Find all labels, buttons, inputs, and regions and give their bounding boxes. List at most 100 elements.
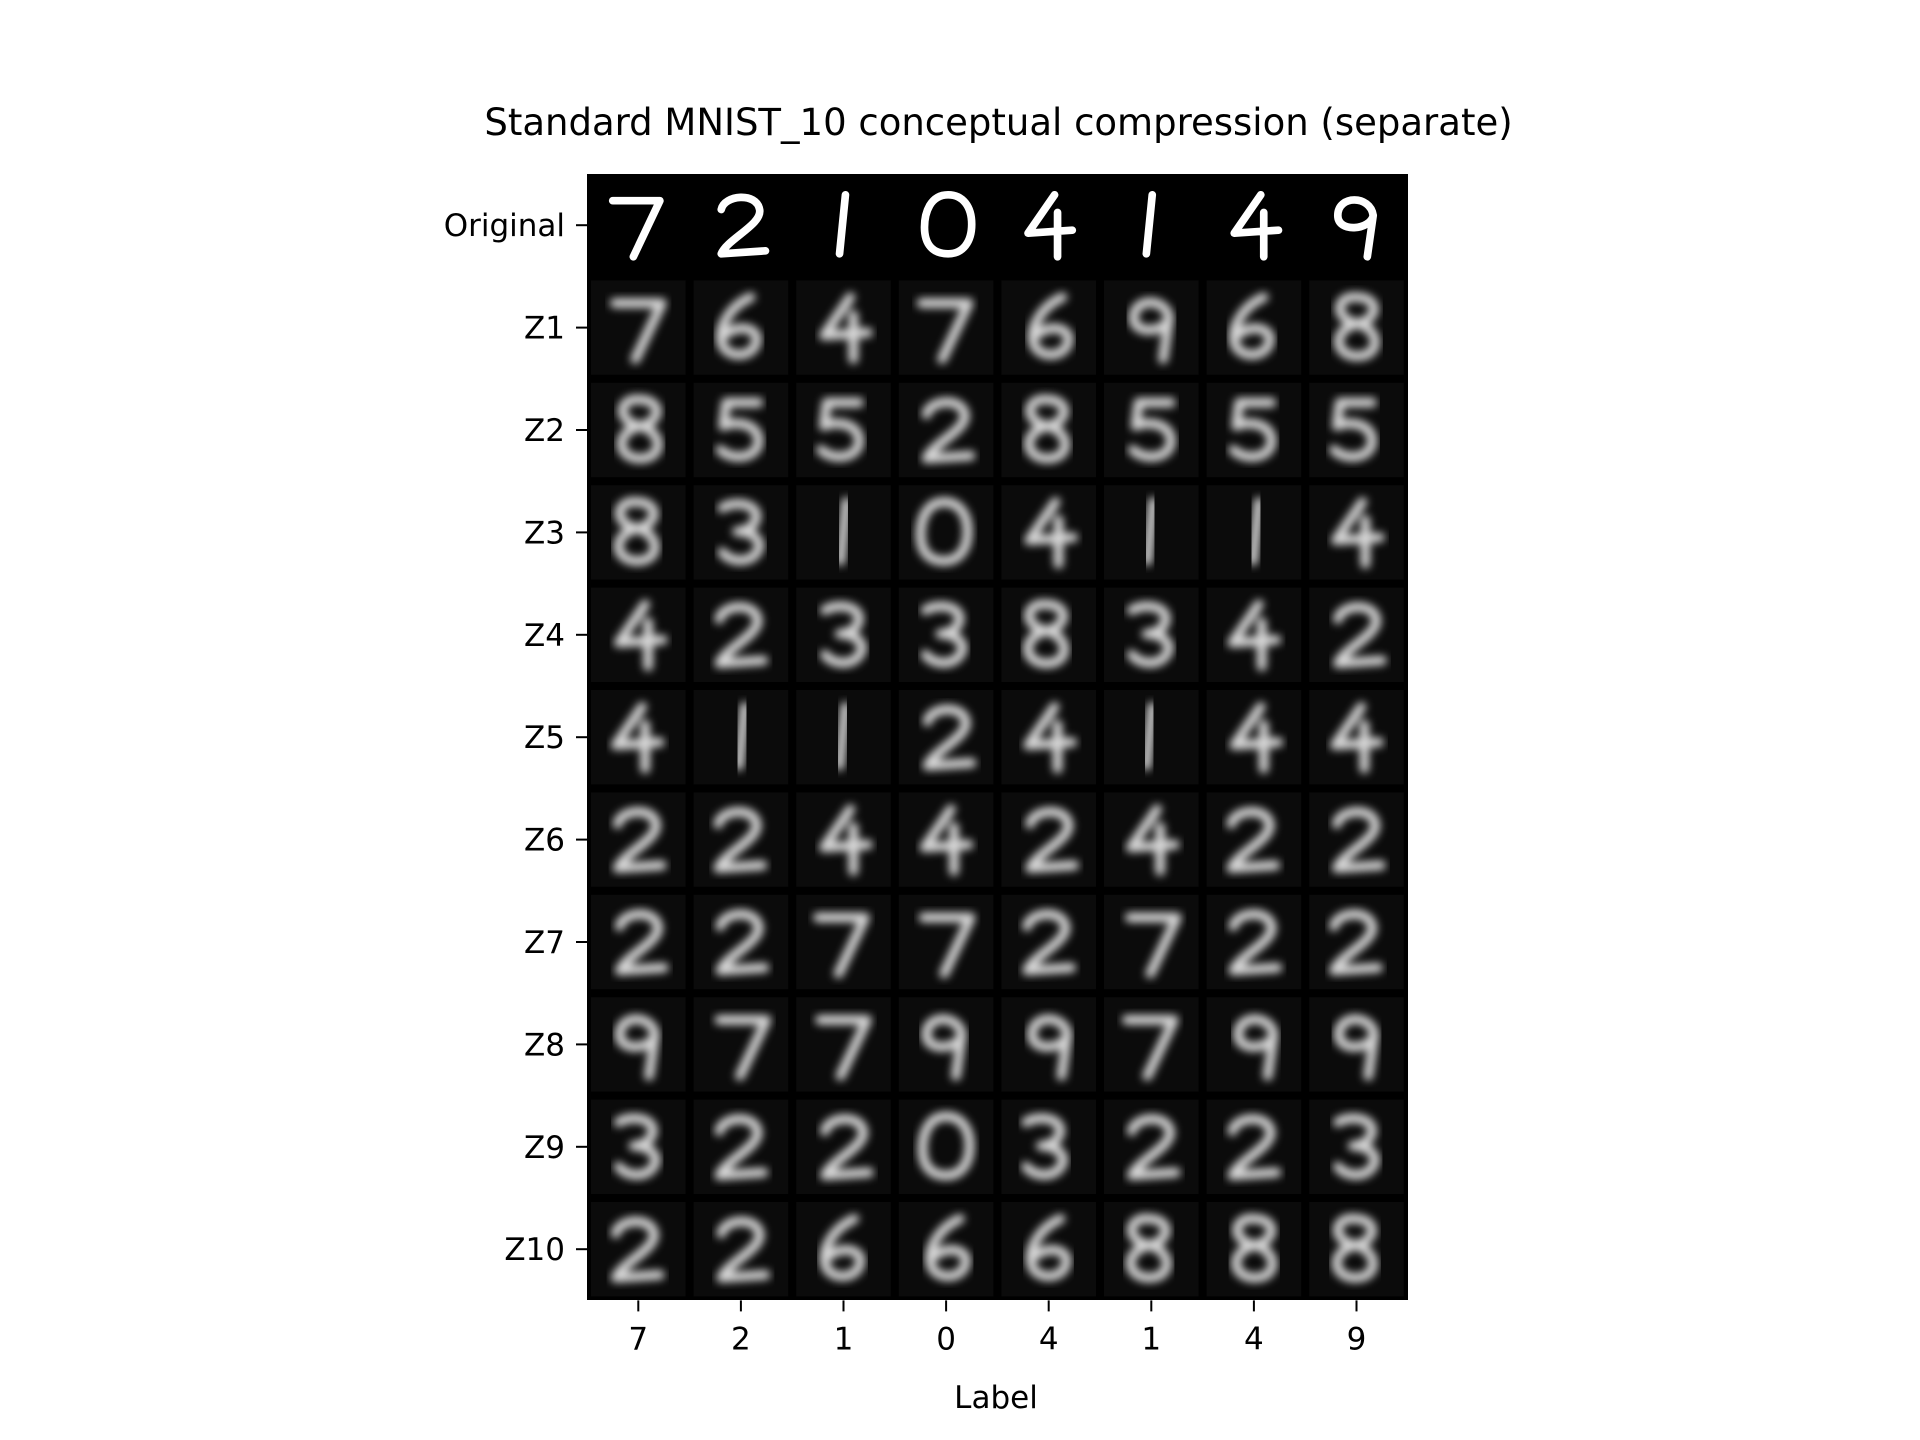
image-cell xyxy=(1104,690,1199,785)
image-cell xyxy=(1104,894,1199,990)
image-cell xyxy=(1001,382,1096,478)
image-cell xyxy=(1001,894,1096,990)
image-cell xyxy=(1206,382,1302,478)
image-cell xyxy=(898,894,994,990)
image-cell xyxy=(1206,894,1302,990)
y-tick-label: Z4 xyxy=(524,618,565,654)
x-tick-label: 4 xyxy=(1039,1321,1059,1357)
image-cell xyxy=(591,690,686,785)
image-cell xyxy=(693,1099,789,1194)
image-cell xyxy=(693,280,789,375)
image-cell xyxy=(1206,1099,1302,1194)
image-cell xyxy=(796,894,891,990)
image-cell xyxy=(1104,280,1199,375)
image-cell xyxy=(591,1202,686,1297)
y-tick-label: Original xyxy=(444,208,565,244)
image-cell xyxy=(796,792,891,887)
image-cell xyxy=(796,280,891,375)
image-cell xyxy=(591,1099,686,1194)
image-cell xyxy=(1206,485,1302,580)
image-cell xyxy=(693,1202,789,1297)
image-cell xyxy=(898,1202,994,1297)
image-cell xyxy=(1104,178,1199,273)
image-cell xyxy=(591,587,686,682)
image-cell xyxy=(796,1202,891,1297)
image-cell xyxy=(1001,178,1096,273)
y-tick-label: Z2 xyxy=(524,413,565,449)
image-cell xyxy=(1104,997,1199,1092)
image-cell xyxy=(1309,1099,1404,1194)
image-cell xyxy=(1104,587,1199,682)
image-cell xyxy=(796,587,891,682)
image-cell xyxy=(1309,178,1404,273)
x-tick-label: 4 xyxy=(1244,1321,1264,1357)
image-cell xyxy=(1309,894,1404,990)
image-cell xyxy=(1206,792,1302,887)
image-cell xyxy=(1309,587,1404,682)
x-tick-label: 0 xyxy=(936,1321,956,1357)
x-tick-label: 1 xyxy=(834,1321,854,1357)
image-cell xyxy=(591,485,686,580)
image-cell xyxy=(693,485,789,580)
image-cell xyxy=(1309,792,1404,887)
image-cell xyxy=(1206,690,1302,785)
image-cell xyxy=(591,894,686,990)
x-tick-label: 2 xyxy=(731,1321,751,1357)
image-cell xyxy=(898,1099,994,1194)
image-cell xyxy=(898,792,994,887)
image-cell xyxy=(1206,1202,1302,1297)
image-cell xyxy=(693,382,789,478)
x-tick-label: 7 xyxy=(628,1321,648,1357)
image-cell xyxy=(796,690,891,785)
x-axis-label: Label xyxy=(954,1380,1038,1416)
image-cell xyxy=(1309,1202,1404,1297)
image-cell xyxy=(1309,690,1404,785)
image-cell xyxy=(591,997,686,1092)
image-cell xyxy=(1206,280,1302,375)
image-cell xyxy=(898,997,994,1092)
image-cell xyxy=(1001,1202,1096,1297)
image-cell xyxy=(693,997,789,1092)
image-cell xyxy=(1001,690,1096,785)
image-cell xyxy=(898,280,994,375)
y-tick-label: Z1 xyxy=(524,311,565,347)
image-cell xyxy=(693,587,789,682)
image-cell xyxy=(1309,997,1404,1092)
image-cell xyxy=(591,792,686,887)
image-cell xyxy=(796,178,891,273)
image-cell xyxy=(693,178,789,273)
y-tick-label: Z10 xyxy=(504,1232,565,1268)
y-tick-label: Z8 xyxy=(524,1027,565,1063)
image-cell xyxy=(796,997,891,1092)
image-cell xyxy=(591,280,686,375)
image-cell xyxy=(1104,382,1199,478)
image-cell xyxy=(898,382,994,478)
image-cell xyxy=(591,178,686,273)
image-cell xyxy=(1001,280,1096,375)
image-cell xyxy=(1206,587,1302,682)
y-tick-label: Z7 xyxy=(524,925,565,961)
image-cell xyxy=(1001,792,1096,887)
image-cell xyxy=(1309,485,1404,580)
image-cell xyxy=(1206,178,1302,273)
image-cell xyxy=(796,382,891,478)
image-cell xyxy=(693,792,789,887)
image-cell xyxy=(1001,485,1096,580)
image-cell xyxy=(898,178,994,273)
image-cell xyxy=(591,382,686,478)
image-cell xyxy=(796,1099,891,1194)
image-cell xyxy=(898,690,994,785)
image-cell xyxy=(898,587,994,682)
image-cell xyxy=(693,894,789,990)
image-cell xyxy=(1001,1099,1096,1194)
image-cell xyxy=(796,485,891,580)
image-cell xyxy=(1104,485,1199,580)
image-cell xyxy=(693,690,789,785)
x-tick-label: 1 xyxy=(1141,1321,1161,1357)
image-cell xyxy=(1104,1202,1199,1297)
chart-title: Standard MNIST_10 conceptual compression… xyxy=(484,101,1513,144)
image-cell xyxy=(1104,1099,1199,1194)
y-tick-label: Z6 xyxy=(524,823,565,859)
